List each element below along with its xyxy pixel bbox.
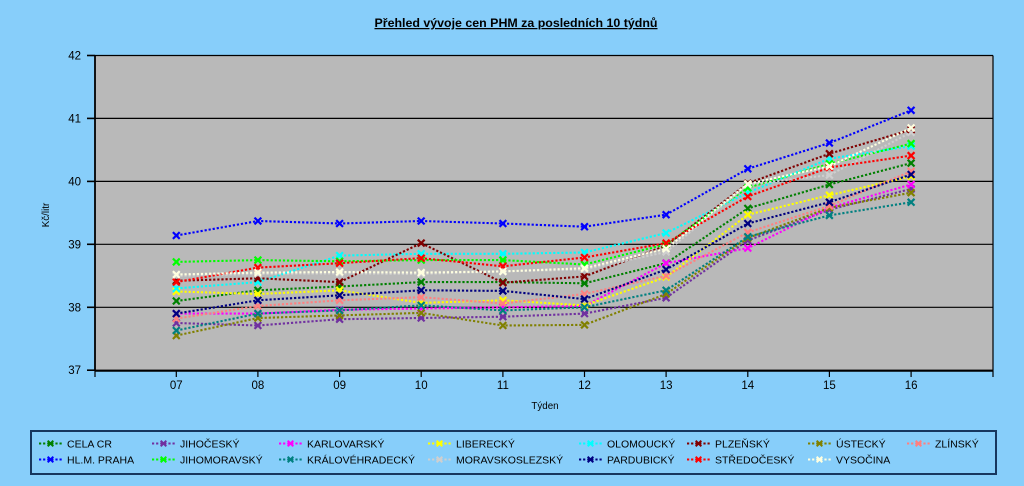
svg-text:12: 12: [578, 380, 591, 392]
svg-text:PLZEŇSKÝ: PLZEŇSKÝ: [715, 438, 770, 451]
svg-text:13: 13: [660, 380, 673, 392]
svg-text:37: 37: [68, 365, 81, 377]
svg-text:42: 42: [68, 51, 81, 63]
svg-text:40: 40: [68, 176, 81, 188]
svg-text:KARLOVARSKÝ: KARLOVARSKÝ: [307, 438, 384, 451]
svg-text:MORAVSKOSLEZSKÝ: MORAVSKOSLEZSKÝ: [456, 454, 563, 467]
svg-text:38: 38: [68, 302, 81, 314]
svg-text:08: 08: [252, 380, 265, 392]
svg-text:VYSOČINA: VYSOČINA: [836, 454, 890, 467]
svg-text:14: 14: [741, 380, 754, 392]
svg-text:HL.M. PRAHA: HL.M. PRAHA: [67, 455, 134, 467]
svg-text:JIHOČESKÝ: JIHOČESKÝ: [180, 438, 240, 451]
svg-text:07: 07: [170, 380, 183, 392]
svg-text:LIBERECKÝ: LIBERECKÝ: [456, 438, 515, 451]
svg-text:41: 41: [68, 113, 81, 125]
svg-text:ZLÍNSKÝ: ZLÍNSKÝ: [935, 438, 979, 451]
svg-text:JIHOMORAVSKÝ: JIHOMORAVSKÝ: [180, 454, 263, 467]
svg-text:PARDUBICKÝ: PARDUBICKÝ: [607, 454, 675, 467]
svg-text:10: 10: [415, 380, 428, 392]
svg-text:Kč/litr: Kč/litr: [41, 202, 52, 227]
svg-text:ÚSTECKÝ: ÚSTECKÝ: [836, 438, 886, 451]
svg-text:OLOMOUCKÝ: OLOMOUCKÝ: [607, 438, 675, 451]
svg-text:39: 39: [68, 239, 81, 251]
svg-text:Přehled vývoje cen PHM za posl: Přehled vývoje cen PHM za posledních 10 …: [374, 16, 657, 30]
svg-text:Týden: Týden: [531, 401, 558, 412]
svg-text:09: 09: [333, 380, 346, 392]
svg-text:11: 11: [497, 380, 509, 392]
svg-text:16: 16: [905, 380, 918, 392]
svg-text:KRÁLOVÉHRADECKÝ: KRÁLOVÉHRADECKÝ: [307, 454, 415, 467]
svg-text:STŘEDOČESKÝ: STŘEDOČESKÝ: [715, 454, 794, 467]
svg-text:15: 15: [823, 380, 836, 392]
svg-text:CELA CR: CELA CR: [67, 439, 112, 451]
